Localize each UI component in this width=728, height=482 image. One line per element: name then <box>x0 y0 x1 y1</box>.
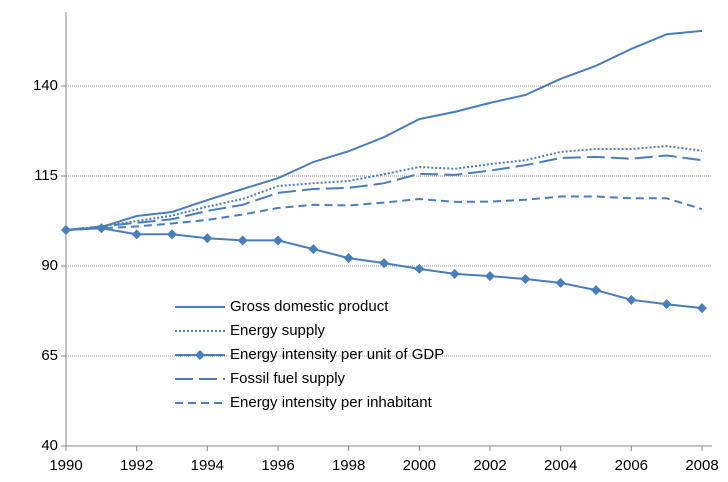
legend-label: Gross domestic product <box>230 298 389 315</box>
x-tick-label: 2002 <box>473 457 506 474</box>
series-marker <box>414 263 425 274</box>
series-marker <box>379 258 389 269</box>
series-line <box>65 29 703 231</box>
series-marker <box>697 303 707 314</box>
x-tick-label: 2000 <box>403 457 436 474</box>
series-line <box>65 195 703 231</box>
y-tick-label: 140 <box>33 77 58 94</box>
series-line <box>65 227 703 310</box>
series-line <box>65 145 703 231</box>
series-marker <box>343 253 354 264</box>
y-tick-label: 65 <box>41 347 58 364</box>
x-tick-label: 2006 <box>615 457 648 474</box>
series-marker <box>237 235 248 246</box>
x-tick-label: 1994 <box>191 457 224 474</box>
x-tick-label: 1992 <box>120 457 153 474</box>
series-marker <box>661 299 672 310</box>
y-tick-label: 40 <box>41 437 58 454</box>
x-tick-label: 1990 <box>49 457 82 474</box>
series-marker <box>273 235 283 246</box>
series-marker <box>308 244 319 255</box>
series-marker <box>626 294 637 305</box>
legend-marker <box>195 350 205 360</box>
x-tick-label: 2008 <box>685 457 718 474</box>
legend-label: Fossil fuel supply <box>230 370 346 387</box>
y-tick-label: 115 <box>34 167 58 184</box>
series-marker <box>131 229 142 240</box>
series-marker <box>167 229 177 240</box>
series-marker <box>555 277 566 288</box>
series-marker <box>591 285 601 296</box>
x-tick-label: 1998 <box>332 457 365 474</box>
series-marker <box>202 233 213 244</box>
series-line <box>65 154 703 231</box>
series-marker <box>449 268 460 279</box>
series-marker <box>485 271 495 282</box>
series-marker <box>520 273 531 284</box>
legend-label: Energy intensity per inhabitant <box>230 394 433 411</box>
y-tick-label: 90 <box>41 257 58 274</box>
legend-label: Energy intensity per unit of GDP <box>230 346 444 363</box>
x-tick-label: 2004 <box>544 457 577 474</box>
x-tick-label: 1996 <box>261 457 294 474</box>
legend-label: Energy supply <box>230 322 326 339</box>
